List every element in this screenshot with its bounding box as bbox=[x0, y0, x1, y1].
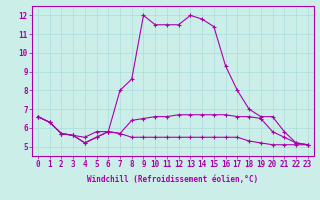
X-axis label: Windchill (Refroidissement éolien,°C): Windchill (Refroidissement éolien,°C) bbox=[87, 175, 258, 184]
